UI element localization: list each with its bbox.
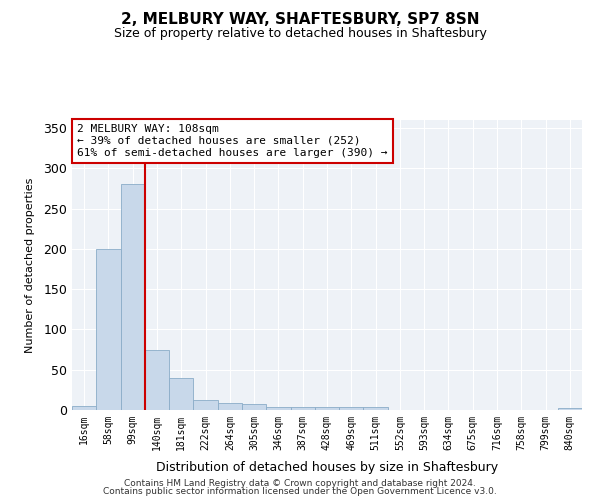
Bar — [169, 378, 193, 410]
Text: Contains public sector information licensed under the Open Government Licence v3: Contains public sector information licen… — [103, 487, 497, 496]
Bar — [266, 407, 290, 410]
Bar — [242, 404, 266, 410]
Bar — [315, 407, 339, 410]
Text: 2, MELBURY WAY, SHAFTESBURY, SP7 8SN: 2, MELBURY WAY, SHAFTESBURY, SP7 8SN — [121, 12, 479, 28]
Bar — [339, 407, 364, 410]
Y-axis label: Number of detached properties: Number of detached properties — [25, 178, 35, 352]
Text: Size of property relative to detached houses in Shaftesbury: Size of property relative to detached ho… — [113, 28, 487, 40]
X-axis label: Distribution of detached houses by size in Shaftesbury: Distribution of detached houses by size … — [156, 461, 498, 474]
Bar — [218, 403, 242, 410]
Bar — [364, 407, 388, 410]
Text: 2 MELBURY WAY: 108sqm
← 39% of detached houses are smaller (252)
61% of semi-det: 2 MELBURY WAY: 108sqm ← 39% of detached … — [77, 124, 388, 158]
Text: Contains HM Land Registry data © Crown copyright and database right 2024.: Contains HM Land Registry data © Crown c… — [124, 478, 476, 488]
Bar — [96, 249, 121, 410]
Bar — [121, 184, 145, 410]
Bar — [145, 350, 169, 410]
Bar — [290, 407, 315, 410]
Bar — [558, 408, 582, 410]
Bar — [72, 406, 96, 410]
Bar — [193, 400, 218, 410]
